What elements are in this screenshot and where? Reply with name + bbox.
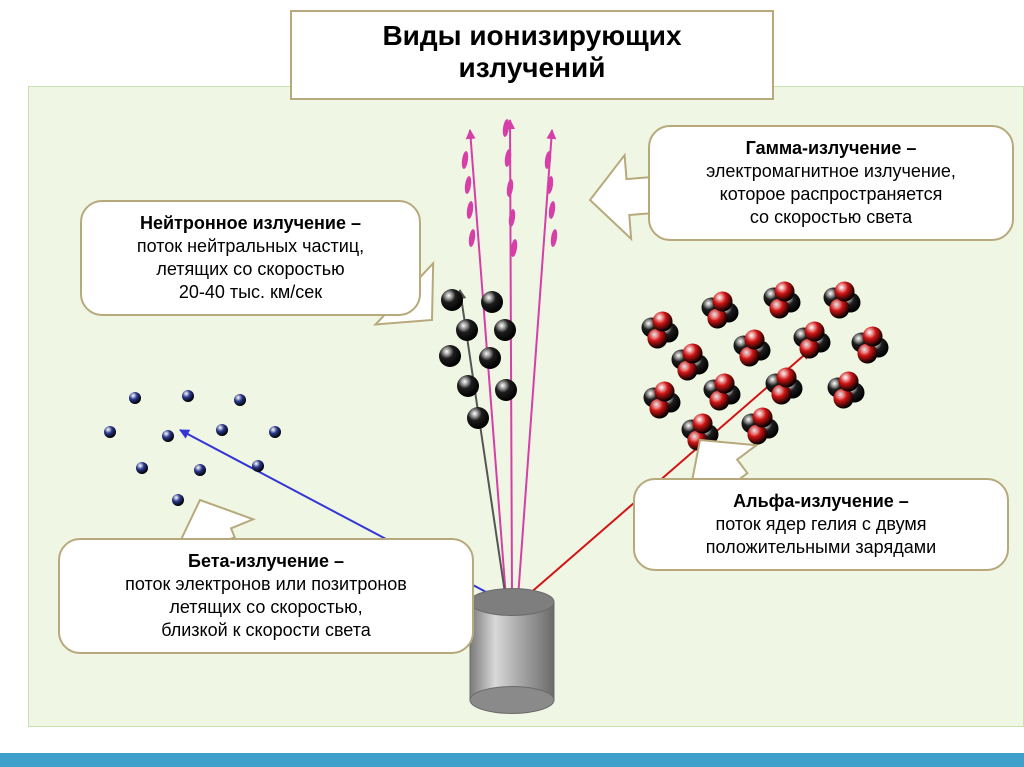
callout-neutron: Нейтронное излучение – поток нейтральных… (80, 200, 421, 316)
callout-neutron-body: поток нейтральных частиц,летящих со скор… (137, 236, 364, 302)
callout-gamma-header: Гамма-излучение – (746, 138, 917, 158)
callout-gamma: Гамма-излучение – электромагнитное излуч… (648, 125, 1014, 241)
callout-alpha: Альфа-излучение – поток ядер гелия с дву… (633, 478, 1009, 571)
diagram-canvas: Виды ионизирующих излучений Нейтронное и… (0, 0, 1024, 767)
callout-beta-header: Бета-излучение – (188, 551, 344, 571)
callout-alpha-body: поток ядер гелия с двумяположительными з… (706, 514, 936, 557)
callout-neutron-header: Нейтронное излучение – (140, 213, 361, 233)
callout-alpha-header: Альфа-излучение – (733, 491, 909, 511)
callout-beta-body: поток электронов или позитроновлетящих с… (125, 574, 407, 640)
callout-gamma-body: электромагнитное излучение,которое распр… (706, 161, 956, 227)
callout-beta: Бета-излучение – поток электронов или по… (58, 538, 474, 654)
